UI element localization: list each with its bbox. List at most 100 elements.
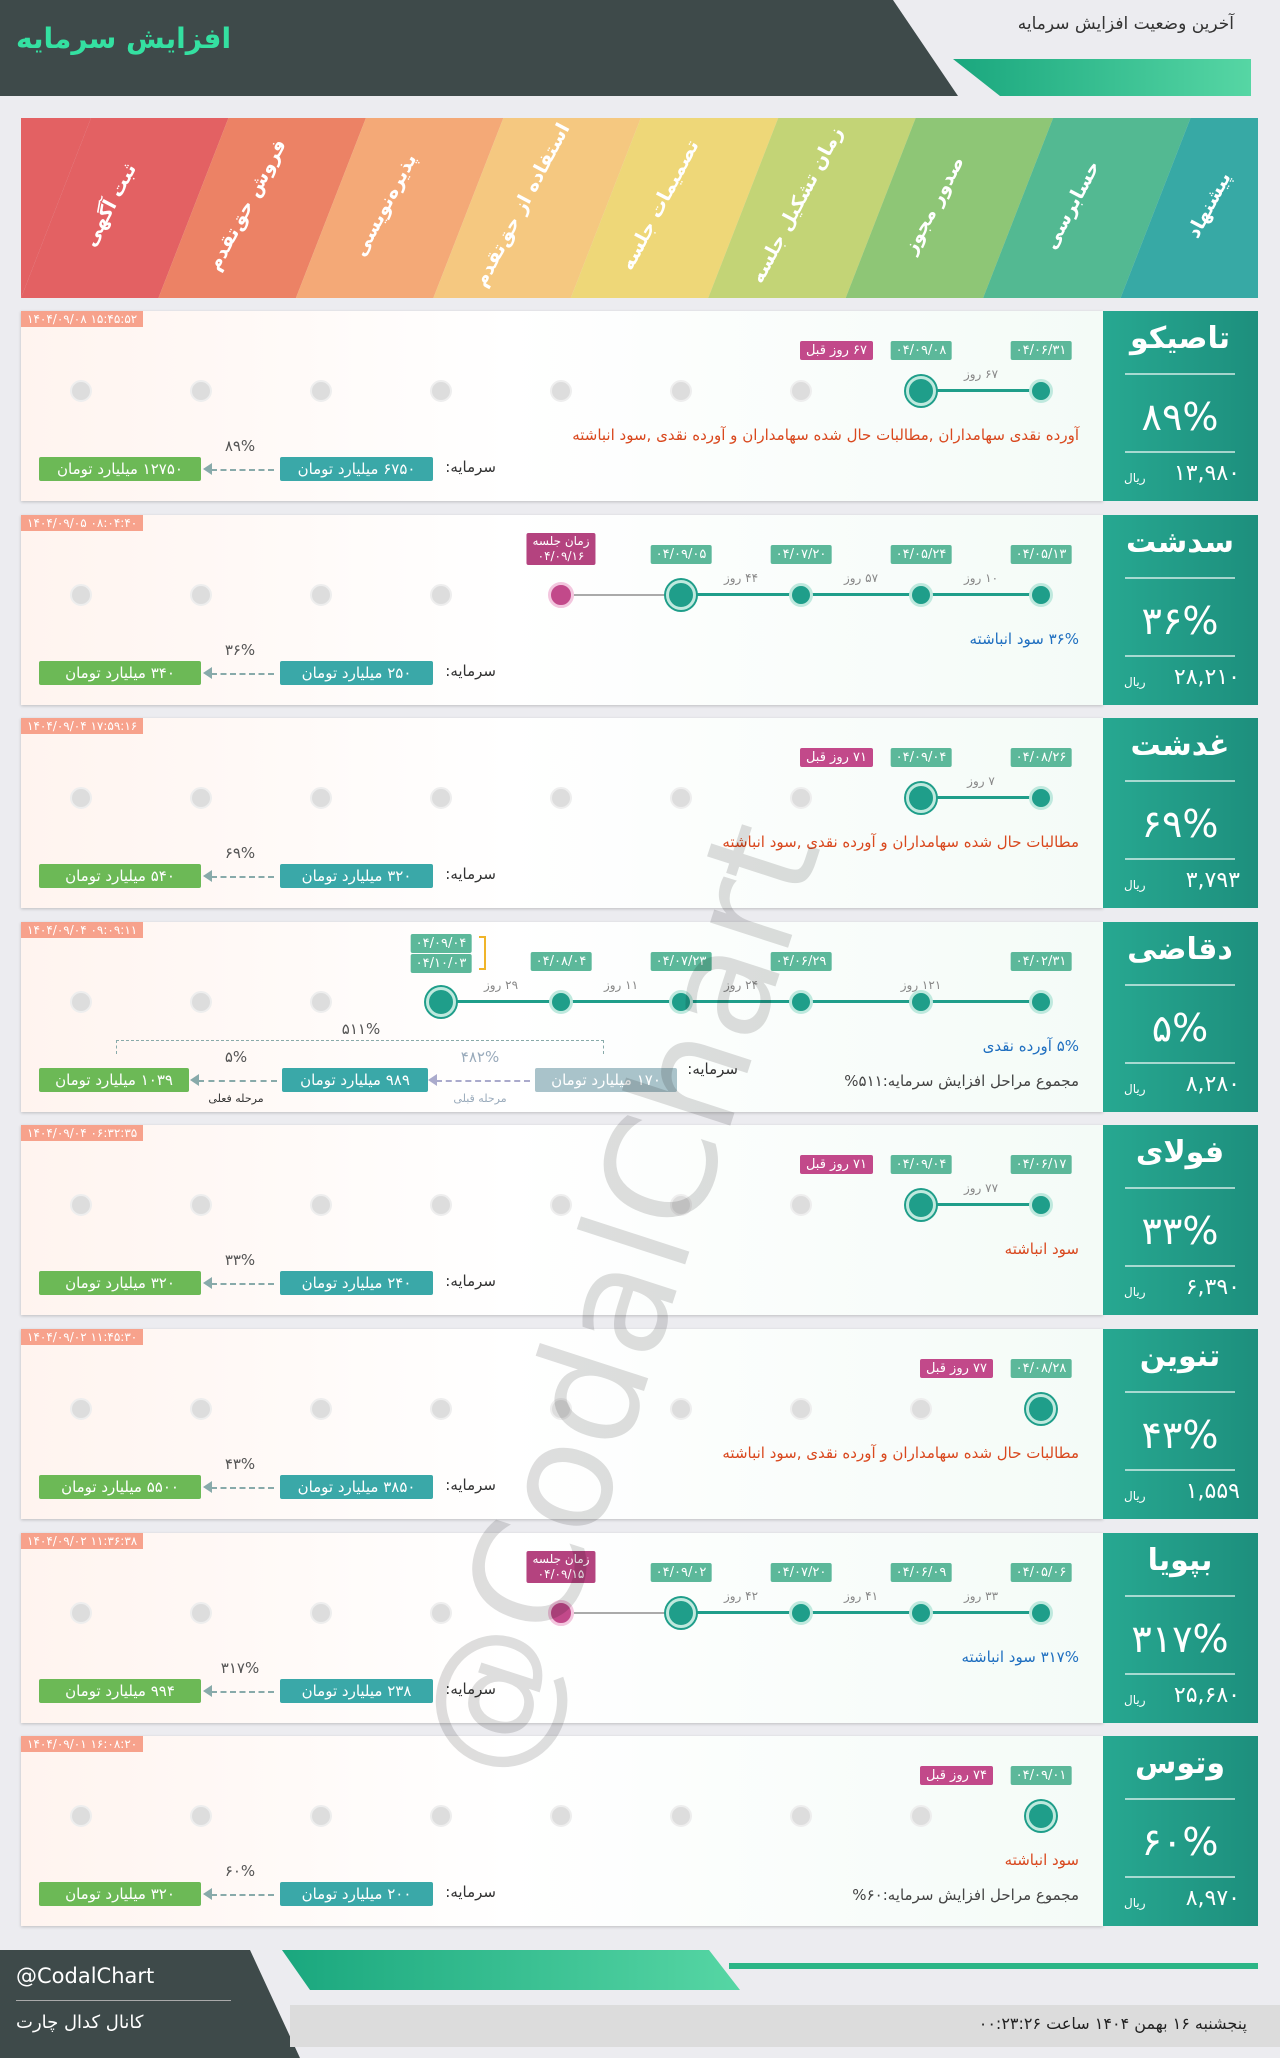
arrow-head — [203, 667, 212, 679]
capital-before: ۲۳۸ میلیارد تومان — [280, 1679, 433, 1703]
timeline-dot — [190, 584, 212, 606]
capital-before: ۲۴۰ میلیارد تومان — [280, 1271, 433, 1295]
gap-label: ۶۷ روز — [963, 367, 999, 381]
percent: ۸۹% — [1141, 395, 1219, 439]
timeline-dot — [310, 1805, 332, 1827]
arrow — [211, 876, 274, 878]
divider — [1125, 780, 1235, 782]
capital-after: ۹۹۴ میلیارد تومان — [39, 1679, 201, 1703]
gap-label: ۲۴ روز — [723, 978, 759, 992]
summary-panel — [1103, 718, 1258, 908]
price-unit: ریال — [1124, 1082, 1146, 1096]
increase: ۸۹% — [224, 437, 256, 455]
timeline-line — [921, 389, 1041, 392]
arrow-head — [190, 1074, 199, 1086]
gap-label: ۲۹ روز — [483, 978, 519, 992]
timeline-dot — [190, 1602, 212, 1624]
timeline-dot — [310, 787, 332, 809]
price: ۱,۵۵۹ — [1185, 1479, 1240, 1504]
ago-label: ۷۱ روز قبل — [799, 748, 873, 767]
divider — [1125, 1265, 1235, 1267]
timeline-dot — [190, 380, 212, 402]
capital-after: ۱۰۳۹ میلیارد تومان — [39, 1068, 189, 1092]
increase: ۳۱۷% — [220, 1659, 260, 1677]
timeline-dot — [790, 1398, 812, 1420]
capital-before: ۶۷۵۰ میلیارد تومان — [280, 457, 433, 481]
step-date: ۰۴/۰۶/۲۹ — [770, 952, 832, 971]
timeline-dot — [70, 380, 92, 402]
timeline-dot — [550, 1805, 572, 1827]
timestamp: ۱۴۰۴/۰۹/۰۲ ۱۱:۴۵:۳۰ — [21, 1329, 144, 1345]
divider — [1125, 1391, 1235, 1393]
stage-band — [295, 118, 504, 298]
company-name: سدشت — [1125, 525, 1235, 560]
timeline-dot — [430, 1805, 452, 1827]
price: ۶,۳۹۰ — [1185, 1275, 1240, 1300]
timeline-dot — [906, 376, 936, 406]
step-date: ۰۴/۰۵/۰۶ — [1010, 1563, 1072, 1582]
percent: ۳۶% — [1141, 599, 1219, 643]
price: ۲۸,۲۱۰ — [1173, 665, 1240, 690]
note: مطالبات حال شده سهامداران و آورده نقدی ,… — [722, 833, 1079, 851]
stage-band — [708, 118, 916, 298]
arrow-head — [203, 463, 212, 475]
total-increase: ۵۱۱% — [341, 1020, 381, 1038]
arrow — [211, 1691, 274, 1693]
divider — [1125, 984, 1235, 986]
timeline-dot — [426, 987, 456, 1017]
timeline-dot — [790, 380, 812, 402]
step-date: ۰۴/۰۶/۰۹ — [890, 1563, 952, 1582]
total: مجموع مراحل افزایش سرمایه:۵۱۱% — [844, 1072, 1079, 1090]
company-name: غدشت — [1130, 728, 1230, 763]
percent: ۵% — [1151, 1006, 1209, 1050]
timeline-dot — [1029, 1601, 1053, 1625]
timeline-dot — [1029, 786, 1053, 810]
ago-label: ۶۷ روز قبل — [799, 341, 873, 360]
percent: ۳۳% — [1141, 1209, 1219, 1253]
timeline-dot — [909, 583, 933, 607]
percent: ۳۱۷% — [1131, 1617, 1229, 1661]
timeline-dot — [549, 990, 573, 1014]
step-date: ۰۴/۰۹/۰۴ — [410, 934, 472, 953]
summary-panel — [1103, 922, 1258, 1112]
timeline-dot — [910, 1398, 932, 1420]
step-date: ۰۴/۱۰/۰۳ — [410, 954, 472, 973]
header-band — [0, 0, 958, 96]
timeline-dot — [669, 990, 693, 1014]
summary-panel — [1103, 1125, 1258, 1315]
divider — [1125, 1062, 1235, 1064]
timeline-dot — [550, 1398, 572, 1420]
ago-label: ۷۴ روز قبل — [919, 1766, 993, 1785]
footer-bar — [290, 2005, 1280, 2047]
price: ۸,۹۷۰ — [1185, 1886, 1240, 1911]
timeline-dot — [310, 1602, 332, 1624]
increase: ۶۰% — [224, 1862, 256, 1880]
increase: ۵% — [224, 1048, 248, 1066]
timeline-dot — [70, 1805, 92, 1827]
capital-label: سرمایه: — [445, 865, 496, 883]
company-name: وتوس — [1134, 1746, 1226, 1781]
capital-after: ۱۲۷۵۰ میلیارد تومان — [39, 457, 201, 481]
timestamp: ۱۴۰۴/۰۹/۰۴ ۰۶:۳۲:۳۵ — [21, 1125, 144, 1141]
increase: ۳۳% — [224, 1251, 256, 1269]
percent: ۶۰% — [1141, 1820, 1219, 1864]
capital-before: ۲۰۰ میلیارد تومان — [280, 1882, 433, 1906]
capital-after: ۳۲۰ میلیارد تومان — [39, 1882, 201, 1906]
timeline-dot — [670, 380, 692, 402]
gap-label: ۳۳ روز — [963, 1589, 999, 1603]
timeline-dot — [190, 1805, 212, 1827]
timeline-dot — [670, 1398, 692, 1420]
stage-band — [570, 118, 779, 298]
gap-label: ۵۷ روز — [843, 571, 879, 585]
timeline-dot — [906, 783, 936, 813]
timeline-dot — [548, 1600, 574, 1626]
increase: ۶۹% — [224, 844, 256, 862]
timestamp: ۱۴۰۴/۰۹/۰۵ ۰۸:۰۴:۴۰ — [21, 515, 144, 531]
timeline-dot — [430, 1398, 452, 1420]
divider — [1125, 1595, 1235, 1597]
summary-panel — [1103, 311, 1258, 501]
total: مجموع مراحل افزایش سرمایه:۶۰% — [852, 1886, 1079, 1904]
divider — [1125, 577, 1235, 579]
gap-label: ۱۰ روز — [963, 571, 999, 585]
stage-band — [1120, 118, 1258, 298]
